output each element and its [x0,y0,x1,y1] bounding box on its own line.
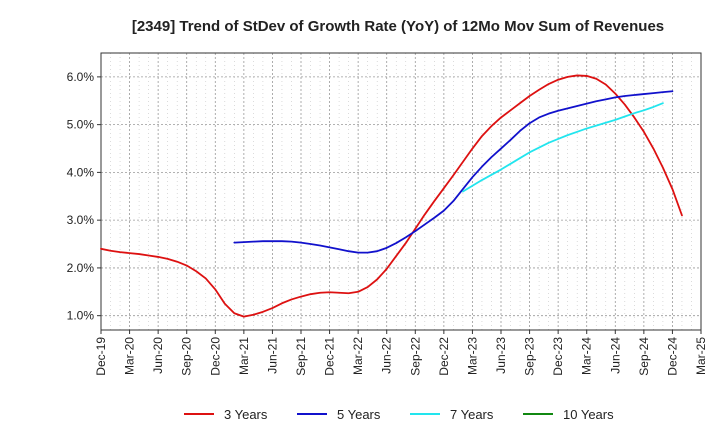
x-tick-label: Jun-22 [380,337,394,374]
legend: 3 Years 5 Years 7 Years 10 Years [184,407,614,422]
x-tick-label: Dec-22 [437,337,451,376]
x-tick-label: Sep-20 [180,337,194,376]
x-tick-label: Dec-20 [208,337,222,376]
y-tick-label: 1.0% [67,309,95,323]
x-tick-label: Dec-24 [665,337,679,376]
x-tick-label: Jun-21 [265,337,279,374]
y-tick-label: 2.0% [67,261,95,275]
x-tick-label: Mar-25 [694,337,708,375]
legend-label: 10 Years [563,407,614,422]
x-tick-label: Mar-21 [237,337,251,375]
series-line-5-years [233,90,674,254]
x-tick-label: Sep-23 [523,337,537,376]
grid [101,53,701,330]
plot-area [100,52,702,331]
x-tick-label: Mar-24 [580,337,594,375]
series-line-7-years [461,102,664,193]
y-tick-label: 5.0% [67,118,95,132]
x-tick-label: Mar-20 [123,337,137,375]
x-tick-label: Mar-23 [465,337,479,375]
x-tick-label: Jun-23 [494,337,508,374]
x-tick-label: Mar-22 [351,337,365,375]
x-tick-label: Dec-19 [94,337,108,376]
y-axis: 1.0% 2.0% 3.0% 4.0% 5.0% 6.0% [67,70,101,323]
legend-label: 3 Years [224,407,268,422]
chart-title: [2349] Trend of StDev of Growth Rate (Yo… [132,18,664,35]
legend-label: 5 Years [337,407,381,422]
x-tick-label: Sep-24 [637,337,651,376]
legend-label: 7 Years [450,407,494,422]
y-tick-label: 6.0% [67,70,95,84]
y-tick-label: 3.0% [67,213,95,227]
x-axis: Dec-19 Mar-20 Jun-20 Sep-20 Dec-20 Mar-21 Jun-… [94,330,708,376]
y-tick-label: 4.0% [67,165,95,179]
x-tick-label: Sep-22 [408,337,422,376]
series-lines [100,74,683,318]
x-tick-label: Jun-24 [608,337,622,374]
series-line-3-years [100,74,683,318]
x-tick-label: Dec-23 [551,337,565,376]
x-tick-label: Dec-21 [323,337,337,376]
x-tick-label: Jun-20 [151,337,165,374]
x-tick-label: Sep-21 [294,337,308,376]
